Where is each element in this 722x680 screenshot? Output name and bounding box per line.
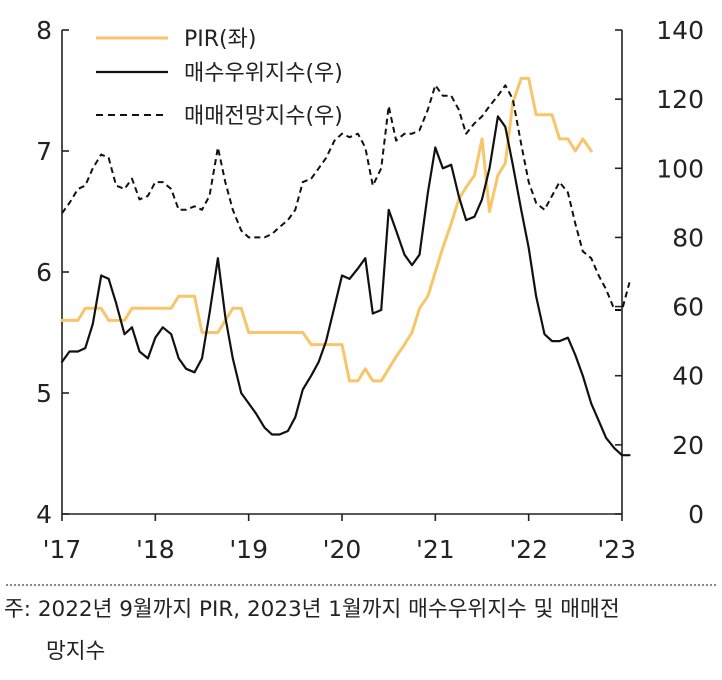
- x-axis-ticks: '17 '18 '19 '20 '21 '22 '23: [43, 514, 636, 564]
- legend-label-pir: PIR(좌): [184, 27, 256, 52]
- x-tick-label: '22: [509, 535, 548, 564]
- right-tick-label: 20: [672, 431, 704, 460]
- right-tick-label: 80: [672, 223, 704, 252]
- right-tick-label: 40: [672, 362, 704, 391]
- legend-label-outlook-index: 매매전망지수(우): [184, 104, 343, 129]
- footnote-separator: [6, 584, 716, 586]
- left-tick-label: 7: [36, 137, 52, 166]
- footnote-line-2: 망지수: [46, 639, 106, 664]
- left-tick-label: 4: [36, 500, 52, 529]
- right-tick-label: 140: [656, 16, 704, 45]
- right-axis-ticks: 0 20 40 60 80 100 120 140: [615, 16, 704, 529]
- x-tick-label: '17: [43, 535, 82, 564]
- legend: PIR(좌) 매수우위지수(우) 매매전망지수(우): [96, 27, 343, 129]
- x-tick-label: '19: [229, 535, 268, 564]
- series-line-outlook-index: [61, 84, 631, 311]
- series-line-pir: [60, 76, 593, 383]
- legend-label-buying-index: 매수우위지수(우): [184, 61, 343, 86]
- right-tick-label: 120: [656, 85, 704, 114]
- dual-axis-line-chart: 4 5 6 7 8 0 20 40 60 80 100 120 140 '17 '18 '19 '20 '21…: [36, 16, 704, 564]
- footnote: 주: 2022년 9월까지 PIR, 2023년 1월까지 매수우위지수 및 매…: [0, 584, 722, 664]
- x-tick-label: '18: [136, 535, 175, 564]
- left-tick-label: 5: [36, 379, 52, 408]
- left-tick-label: 6: [36, 258, 52, 287]
- right-tick-label: 100: [656, 154, 704, 183]
- series-layer: [60, 76, 631, 457]
- x-tick-label: '20: [323, 535, 362, 564]
- x-tick-label: '21: [416, 535, 455, 564]
- right-tick-label: 60: [672, 293, 704, 322]
- left-axis-ticks: 4 5 6 7 8: [36, 16, 69, 529]
- footnote-line-1: 주: 2022년 9월까지 PIR, 2023년 1월까지 매수우위지수 및 매…: [4, 597, 620, 622]
- series-line-buying-index: [60, 115, 631, 457]
- left-tick-label: 8: [36, 16, 52, 45]
- x-tick-label: '23: [597, 535, 636, 564]
- right-tick-label: 0: [688, 500, 704, 529]
